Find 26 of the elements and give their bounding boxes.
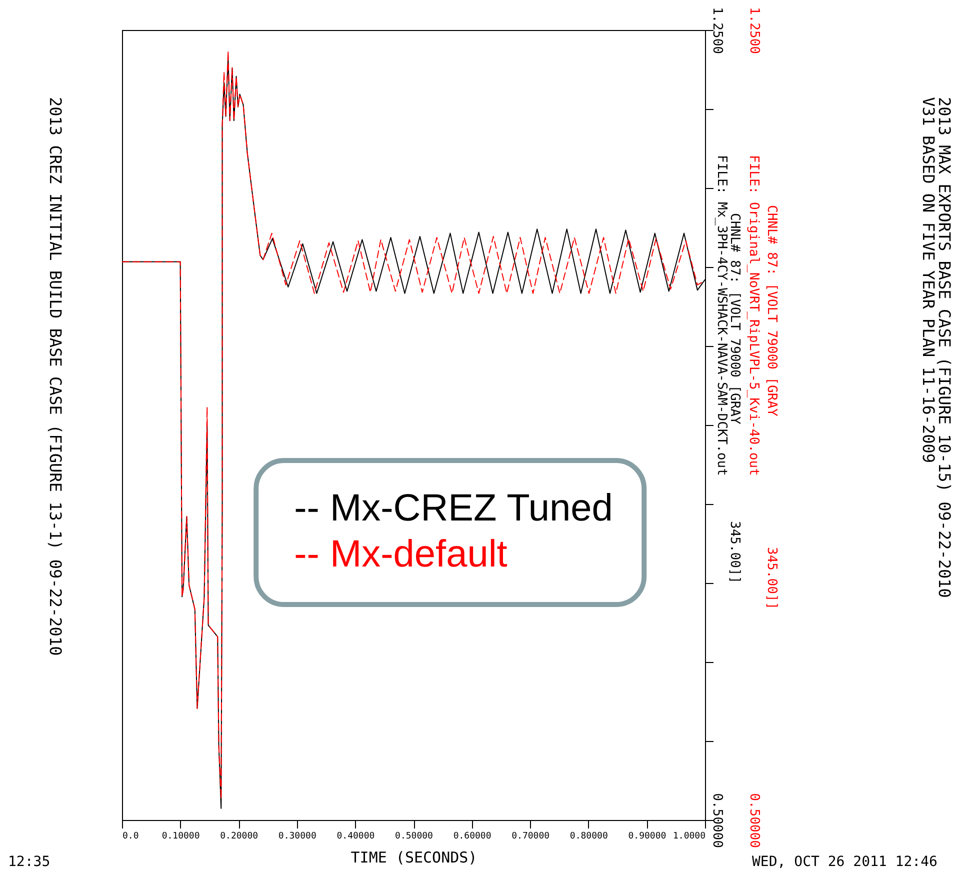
x-tick-label: 0.20000 — [220, 832, 258, 842]
x-tick-label: 0.70000 — [512, 832, 550, 842]
text: FILE: Mx_3PH-4CY-WSHACK-NAVA-SAM-DCKT.out — [714, 155, 729, 476]
x-tick-label: 0.60000 — [453, 832, 492, 842]
text: CHNL# 87: [VOLT 79000 [GRAY — [727, 213, 742, 424]
text: 345.00]] — [764, 547, 779, 610]
text: 12:35 — [8, 854, 50, 870]
text: CHNL# 87: [VOLT 79000 [GRAY — [764, 205, 779, 416]
x-tick-label: 0.50000 — [395, 832, 433, 842]
text: WED, OCT 26 2011 12:46 — [752, 854, 938, 870]
series-label: -- Mx-CREZ Tuned — [294, 488, 613, 530]
x-tick-label: 0.90000 — [628, 832, 666, 842]
series-label: -- Mx-default — [294, 534, 508, 576]
text: V31 BASED ON FIVE YEAR PLAN 11-16-2009 — [919, 97, 938, 464]
x-tick-label: 0.40000 — [336, 832, 375, 842]
x-tick-label: 1.0000 — [672, 832, 706, 842]
text: 2013 CREZ INITIAL BUILD BASE CASE (FIGURE 13-1) 09-22-2010 — [46, 97, 65, 656]
x-tick-label: 0.80000 — [570, 832, 608, 842]
text: FILE: Original_NoVRT_RipLVPL-5_Kvi-40.out — [746, 155, 761, 476]
x-tick-label: 0.10000 — [162, 832, 200, 842]
text: 345.00]] — [727, 521, 742, 584]
x-axis-title: TIME (SECONDS) — [350, 848, 478, 866]
y2-tick-label: 1.2500 — [746, 7, 762, 54]
x-tick-label: 0.0 — [122, 832, 139, 842]
x-tick-label: 0.30000 — [278, 832, 316, 842]
text: 2013 MAX EXPORTS BASE CASE (FIGURE 10-15) 09-22-2010 — [935, 97, 954, 598]
